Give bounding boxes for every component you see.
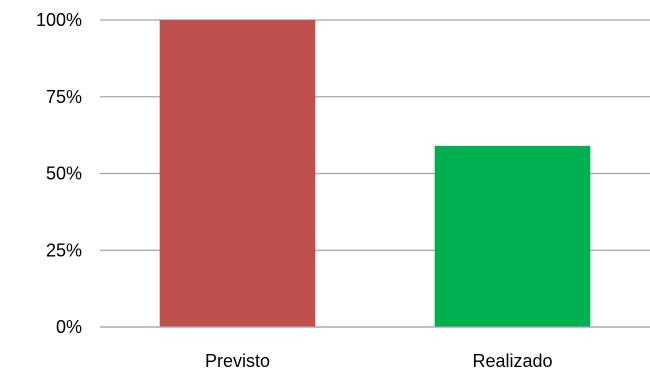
x-tick-label-realizado: Realizado (472, 351, 552, 371)
bar-previsto (159, 20, 316, 327)
y-tick-label: 100% (36, 10, 82, 30)
x-tick-label-previsto: Previsto (205, 351, 270, 371)
y-axis-tick-labels: 0% 25% 50% 75% 100% (36, 10, 82, 337)
y-tick-label: 25% (46, 240, 82, 260)
y-tick-label: 50% (46, 164, 82, 184)
y-tick-label: 0% (56, 317, 82, 337)
bar-realizado (434, 145, 591, 327)
bars (100, 20, 650, 328)
y-tick-label: 75% (46, 87, 82, 107)
x-axis-tick-labels: Previsto Realizado (205, 351, 553, 371)
